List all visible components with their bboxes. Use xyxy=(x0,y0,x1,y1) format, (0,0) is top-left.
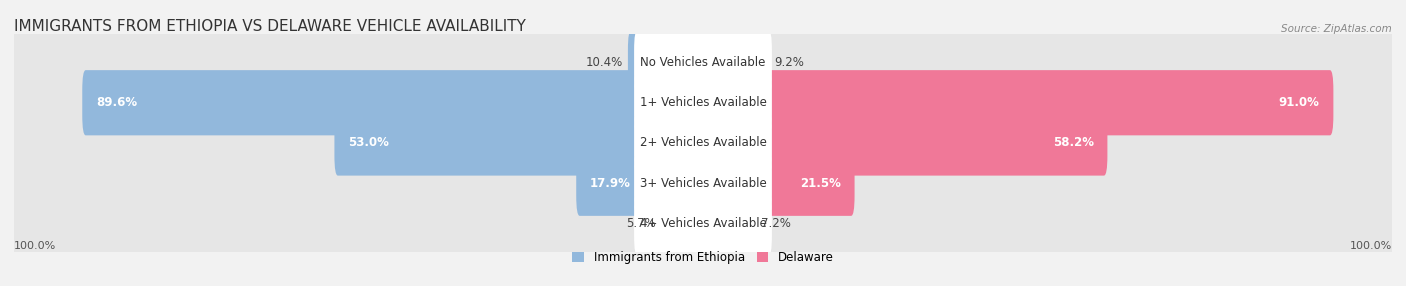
FancyBboxPatch shape xyxy=(700,30,770,95)
Text: 3+ Vehicles Available: 3+ Vehicles Available xyxy=(640,177,766,190)
Text: 91.0%: 91.0% xyxy=(1278,96,1320,109)
Text: 5.7%: 5.7% xyxy=(626,217,655,230)
Text: IMMIGRANTS FROM ETHIOPIA VS DELAWARE VEHICLE AVAILABILITY: IMMIGRANTS FROM ETHIOPIA VS DELAWARE VEH… xyxy=(14,19,526,33)
FancyBboxPatch shape xyxy=(634,151,772,216)
FancyBboxPatch shape xyxy=(628,30,706,95)
FancyBboxPatch shape xyxy=(634,30,772,95)
Text: No Vehicles Available: No Vehicles Available xyxy=(640,56,766,69)
FancyBboxPatch shape xyxy=(10,128,1396,239)
FancyBboxPatch shape xyxy=(10,7,1396,118)
Text: 21.5%: 21.5% xyxy=(800,177,841,190)
Text: 100.0%: 100.0% xyxy=(14,241,56,251)
Text: 7.2%: 7.2% xyxy=(761,217,790,230)
Text: 10.4%: 10.4% xyxy=(586,56,623,69)
Text: 53.0%: 53.0% xyxy=(349,136,389,150)
Text: 17.9%: 17.9% xyxy=(591,177,631,190)
Text: 2+ Vehicles Available: 2+ Vehicles Available xyxy=(640,136,766,150)
FancyBboxPatch shape xyxy=(634,70,772,135)
FancyBboxPatch shape xyxy=(700,191,756,256)
Legend: Immigrants from Ethiopia, Delaware: Immigrants from Ethiopia, Delaware xyxy=(568,247,838,269)
FancyBboxPatch shape xyxy=(576,151,706,216)
Text: 1+ Vehicles Available: 1+ Vehicles Available xyxy=(640,96,766,109)
FancyBboxPatch shape xyxy=(661,191,706,256)
Text: 89.6%: 89.6% xyxy=(96,96,138,109)
FancyBboxPatch shape xyxy=(700,110,1108,176)
Text: 100.0%: 100.0% xyxy=(1350,241,1392,251)
FancyBboxPatch shape xyxy=(634,110,772,176)
FancyBboxPatch shape xyxy=(700,70,1333,135)
FancyBboxPatch shape xyxy=(10,88,1396,198)
FancyBboxPatch shape xyxy=(83,70,706,135)
FancyBboxPatch shape xyxy=(10,47,1396,158)
Text: 9.2%: 9.2% xyxy=(775,56,804,69)
FancyBboxPatch shape xyxy=(335,110,706,176)
Text: 4+ Vehicles Available: 4+ Vehicles Available xyxy=(640,217,766,230)
Text: Source: ZipAtlas.com: Source: ZipAtlas.com xyxy=(1281,23,1392,33)
FancyBboxPatch shape xyxy=(10,168,1396,279)
FancyBboxPatch shape xyxy=(700,151,855,216)
FancyBboxPatch shape xyxy=(634,191,772,256)
Text: 58.2%: 58.2% xyxy=(1053,136,1094,150)
